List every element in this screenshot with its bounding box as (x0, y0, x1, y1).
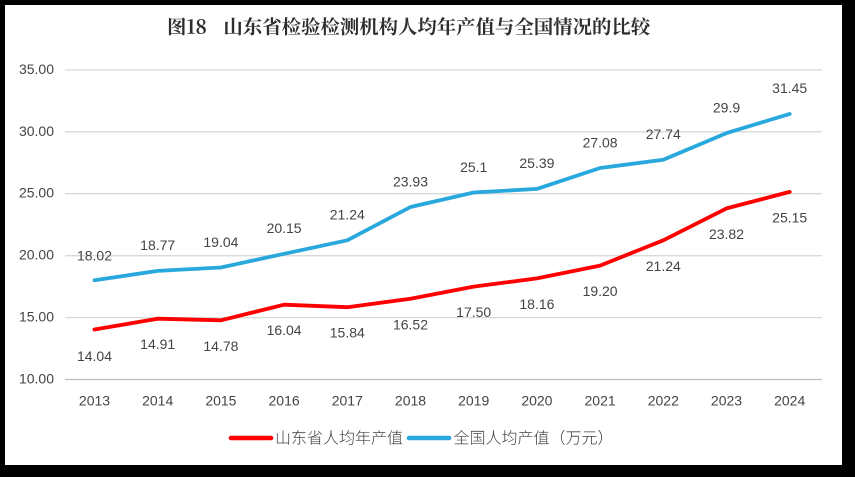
svg-text:2020: 2020 (521, 393, 552, 409)
svg-text:20.15: 20.15 (267, 220, 302, 236)
svg-text:17.50: 17.50 (456, 304, 491, 320)
svg-text:10.00: 10.00 (19, 371, 54, 387)
svg-text:21.24: 21.24 (646, 258, 681, 274)
svg-text:19.04: 19.04 (203, 234, 238, 250)
svg-text:21.24: 21.24 (330, 207, 365, 223)
svg-text:16.04: 16.04 (267, 322, 302, 338)
svg-text:2016: 2016 (269, 393, 300, 409)
svg-text:18.77: 18.77 (140, 237, 175, 253)
svg-text:14.78: 14.78 (203, 338, 238, 354)
svg-text:23.82: 23.82 (709, 226, 744, 242)
svg-text:35.00: 35.00 (19, 61, 54, 77)
svg-text:2018: 2018 (395, 393, 426, 409)
svg-text:25.1: 25.1 (460, 159, 487, 175)
svg-text:29.9: 29.9 (713, 99, 740, 115)
svg-text:27.08: 27.08 (583, 134, 618, 150)
svg-text:2013: 2013 (79, 393, 110, 409)
svg-text:2014: 2014 (142, 393, 173, 409)
svg-text:14.04: 14.04 (77, 348, 112, 364)
svg-text:14.91: 14.91 (140, 336, 175, 352)
svg-text:2019: 2019 (458, 393, 489, 409)
svg-text:2022: 2022 (648, 393, 679, 409)
svg-text:2023: 2023 (711, 393, 742, 409)
svg-text:23.93: 23.93 (393, 173, 428, 189)
svg-text:2015: 2015 (205, 393, 236, 409)
svg-text:18.02: 18.02 (77, 248, 112, 264)
svg-text:2024: 2024 (774, 393, 805, 409)
svg-text:27.74: 27.74 (646, 126, 681, 142)
svg-text:25.15: 25.15 (772, 209, 807, 225)
svg-text:19.20: 19.20 (583, 283, 618, 299)
svg-text:15.84: 15.84 (330, 325, 365, 341)
svg-text:18.16: 18.16 (519, 296, 554, 312)
svg-text:15.00: 15.00 (19, 309, 54, 325)
svg-text:16.52: 16.52 (393, 316, 428, 332)
svg-text:30.00: 30.00 (19, 123, 54, 139)
svg-text:2017: 2017 (332, 393, 363, 409)
svg-text:20.00: 20.00 (19, 247, 54, 263)
svg-text:31.45: 31.45 (772, 80, 807, 96)
svg-text:2021: 2021 (585, 393, 616, 409)
svg-text:25.00: 25.00 (19, 185, 54, 201)
svg-text:25.39: 25.39 (519, 155, 554, 171)
